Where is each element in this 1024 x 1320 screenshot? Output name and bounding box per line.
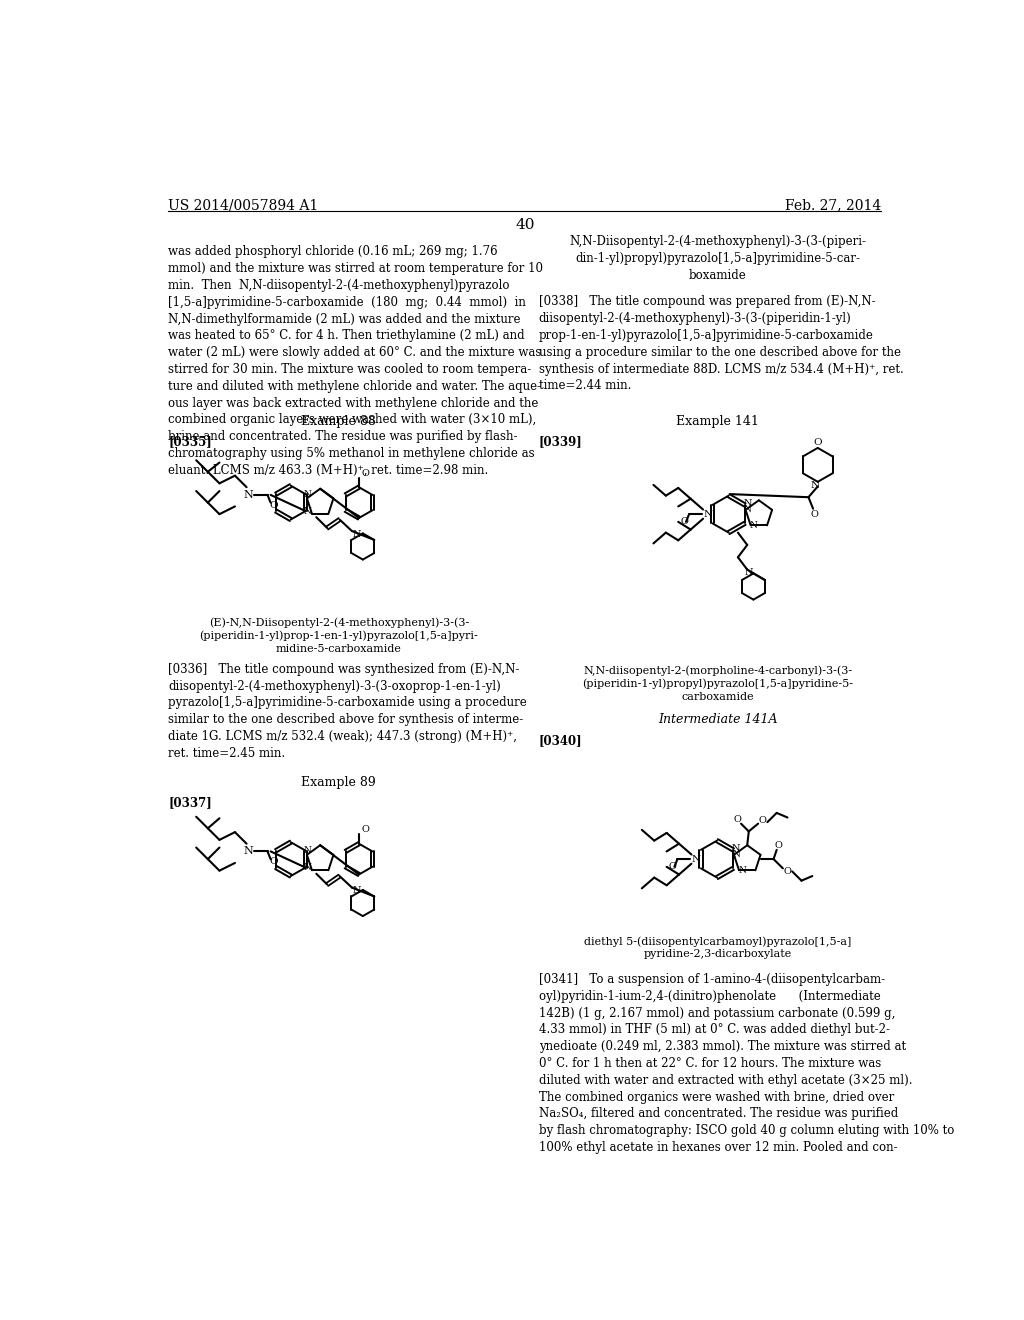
Text: N: N <box>244 846 253 857</box>
Text: US 2014/0057894 A1: US 2014/0057894 A1 <box>168 198 318 213</box>
Text: N: N <box>732 850 740 859</box>
Text: Example 89: Example 89 <box>301 776 376 789</box>
Text: N: N <box>691 854 700 863</box>
Text: N: N <box>744 506 752 515</box>
Text: N: N <box>738 866 746 875</box>
Text: N: N <box>703 510 713 519</box>
Text: Feb. 27, 2014: Feb. 27, 2014 <box>785 198 882 213</box>
Text: O: O <box>811 510 818 519</box>
Text: [0337]: [0337] <box>168 796 212 809</box>
Text: N: N <box>352 886 360 895</box>
Text: [0338]   The title compound was prepared from (E)-N,N-
diisopentyl-2-(4-methoxyp: [0338] The title compound was prepared f… <box>539 296 903 392</box>
Text: N: N <box>304 863 311 873</box>
Text: N: N <box>244 490 253 500</box>
Text: O: O <box>783 867 792 876</box>
Text: N: N <box>810 482 819 490</box>
Text: [0339]: [0339] <box>539 436 583 449</box>
Text: O: O <box>813 438 822 447</box>
Text: N: N <box>304 846 311 855</box>
Text: N: N <box>352 529 360 539</box>
Text: (E)-N,N-Diisopentyl-2-(4-methoxyphenyl)-3-(3-
(piperidin-1-yl)prop-1-en-1-yl)pyr: (E)-N,N-Diisopentyl-2-(4-methoxyphenyl)-… <box>200 618 478 655</box>
Text: N: N <box>750 521 758 529</box>
Text: N,N-diisopentyl-2-(morpholine-4-carbonyl)-3-(3-
(piperidin-1-yl)propyl)pyrazolo[: N,N-diisopentyl-2-(morpholine-4-carbonyl… <box>583 665 853 702</box>
Text: [0336]   The title compound was synthesized from (E)-N,N-
diisopentyl-2-(4-metho: [0336] The title compound was synthesize… <box>168 663 527 760</box>
Text: N: N <box>732 843 740 853</box>
Text: O: O <box>774 841 782 850</box>
Text: O: O <box>669 862 677 871</box>
Text: [0340]: [0340] <box>539 734 583 747</box>
Text: O: O <box>681 517 688 527</box>
Text: [0335]: [0335] <box>168 436 212 449</box>
Text: O: O <box>269 502 278 510</box>
Text: diethyl 5-(diisopentylcarbamoyl)pyrazolo[1,5-a]
pyridine-2,3-dicarboxylate: diethyl 5-(diisopentylcarbamoyl)pyrazolo… <box>584 936 852 960</box>
Text: N: N <box>304 490 311 499</box>
Text: Intermediate 141A: Intermediate 141A <box>658 713 777 726</box>
Text: O: O <box>734 814 741 824</box>
Text: N: N <box>304 507 311 516</box>
Text: [0341]   To a suspension of 1-amino-4-(diisopentylcarbam-
oyl)pyridin-1-ium-2,4-: [0341] To a suspension of 1-amino-4-(dii… <box>539 973 954 1154</box>
Text: O: O <box>361 469 369 478</box>
Text: O: O <box>269 857 278 866</box>
Text: N,N-Diisopentyl-2-(4-methoxyphenyl)-3-(3-(piperi-
din-1-yl)propyl)pyrazolo[1,5-a: N,N-Diisopentyl-2-(4-methoxyphenyl)-3-(3… <box>569 235 866 282</box>
Text: was added phosphoryl chloride (0.16 mL; 269 mg; 1.76
mmol) and the mixture was s: was added phosphoryl chloride (0.16 mL; … <box>168 246 544 477</box>
Text: N: N <box>744 568 753 577</box>
Text: O: O <box>759 816 767 825</box>
Text: 40: 40 <box>515 218 535 232</box>
Text: Example 88: Example 88 <box>301 414 376 428</box>
Text: O: O <box>361 825 369 834</box>
Text: Example 141: Example 141 <box>676 414 759 428</box>
Text: N: N <box>743 499 752 508</box>
